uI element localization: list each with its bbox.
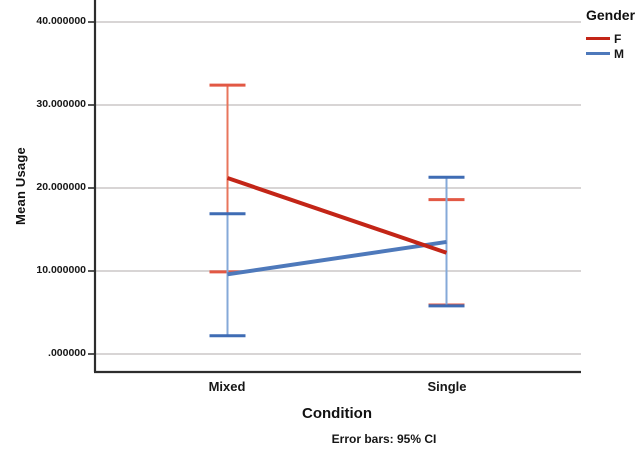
legend-title: Gender — [586, 7, 636, 23]
legend-line-swatch-m — [586, 52, 610, 55]
legend-label-m: M — [614, 46, 624, 61]
legend-line-swatch-f — [586, 37, 610, 40]
legend: Gender F M — [586, 7, 635, 61]
x-tick-label-single: Single — [427, 379, 467, 394]
plot-area — [88, 0, 581, 374]
y-tick-label: 30.000000 — [36, 98, 86, 110]
y-tick-label: 40.000000 — [36, 15, 86, 27]
x-axis-title: Condition — [302, 405, 372, 422]
x-tick-label-mixed: Mixed — [208, 379, 246, 394]
error-bar-footnote: Error bars: 95% CI — [331, 432, 437, 446]
y-tick-label: 20.000000 — [36, 181, 86, 193]
legend-entry-m: M — [586, 46, 635, 61]
legend-entry-f: F — [586, 31, 635, 46]
y-tick-label: 10.000000 — [36, 264, 86, 276]
chart-canvas — [88, 0, 581, 374]
legend-label-f: F — [614, 31, 622, 46]
y-tick-label: .000000 — [48, 347, 86, 359]
